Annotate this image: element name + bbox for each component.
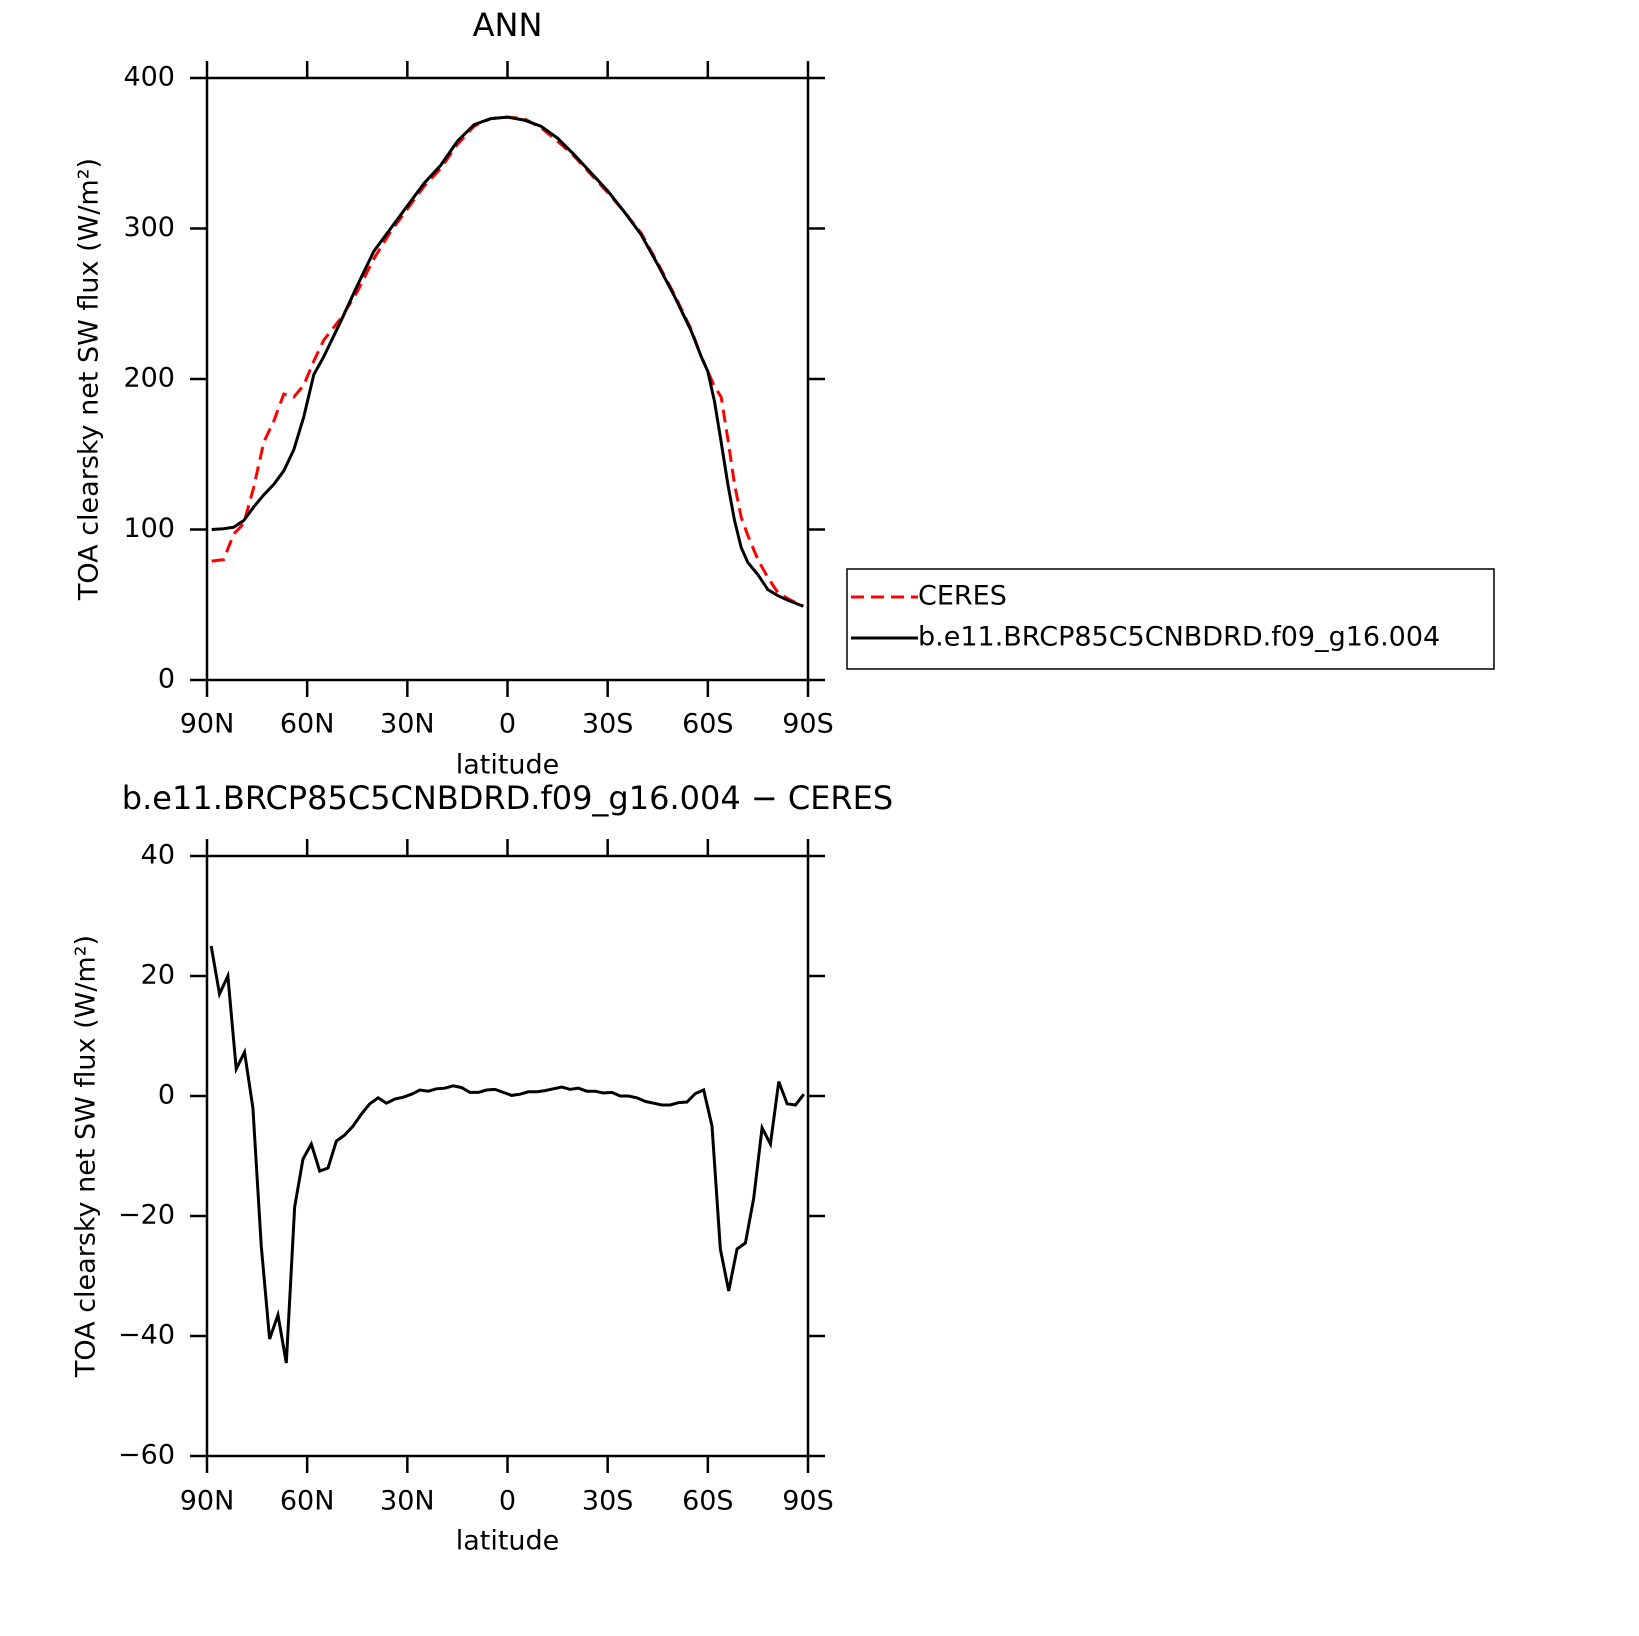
data-line <box>211 115 804 608</box>
y-tick-label: 20 <box>141 960 175 991</box>
y-tick-label: 100 <box>123 513 175 544</box>
x-tick-label: 90S <box>782 709 834 740</box>
x-tick-label: 60N <box>280 709 335 740</box>
y-tick-label: 200 <box>123 363 175 394</box>
y-tick-label: −20 <box>118 1200 175 1231</box>
y-tick-label: 300 <box>123 212 175 243</box>
x-tick-label: 30N <box>380 709 435 740</box>
x-tick-label: 30S <box>582 709 634 740</box>
legend-label: b.e11.BRCP85C5CNBDRD.f09_g16.004 <box>918 622 1440 653</box>
y-tick-label: 0 <box>158 1080 175 1111</box>
x-tick-label: 30N <box>380 1486 435 1517</box>
x-tick-label: 60S <box>682 709 734 740</box>
data-line <box>211 115 804 608</box>
x-tick-label: 90N <box>180 1486 235 1517</box>
legend-label: CERES <box>918 581 1007 612</box>
y-tick-label: 400 <box>123 62 175 93</box>
x-tick-label: 90N <box>180 709 235 740</box>
x-tick-label: 30S <box>582 1486 634 1517</box>
y-tick-label: −60 <box>118 1440 175 1471</box>
y-axis-label: TOA clearsky net SW flux (W/m²) <box>71 935 102 1378</box>
x-axis-label: latitude <box>456 1526 560 1557</box>
x-tick-label: 0 <box>499 709 516 740</box>
x-tick-label: 60S <box>682 1486 734 1517</box>
x-tick-label: 90S <box>782 1486 834 1517</box>
plot-frame <box>205 854 810 1458</box>
x-tick-label: 0 <box>499 1486 516 1517</box>
legend: CERES b.e11.BRCP85C5CNBDRD.f09_g16.004 <box>846 568 1495 670</box>
x-axis-label: latitude <box>456 750 560 781</box>
y-axis-label: TOA clearsky net SW flux (W/m²) <box>74 158 105 601</box>
x-tick-label: 60N <box>280 1486 335 1517</box>
chart-title: b.e11.BRCP85C5CNBDRD.f09_g16.004 − CERES <box>122 779 893 817</box>
legend-box <box>846 568 1495 670</box>
plot-frame <box>205 76 810 682</box>
y-tick-label: 0 <box>158 664 175 695</box>
y-tick-label: −40 <box>118 1320 175 1351</box>
y-tick-label: 40 <box>141 840 175 871</box>
data-line <box>209 945 806 1364</box>
chart-title: ANN <box>473 6 543 44</box>
